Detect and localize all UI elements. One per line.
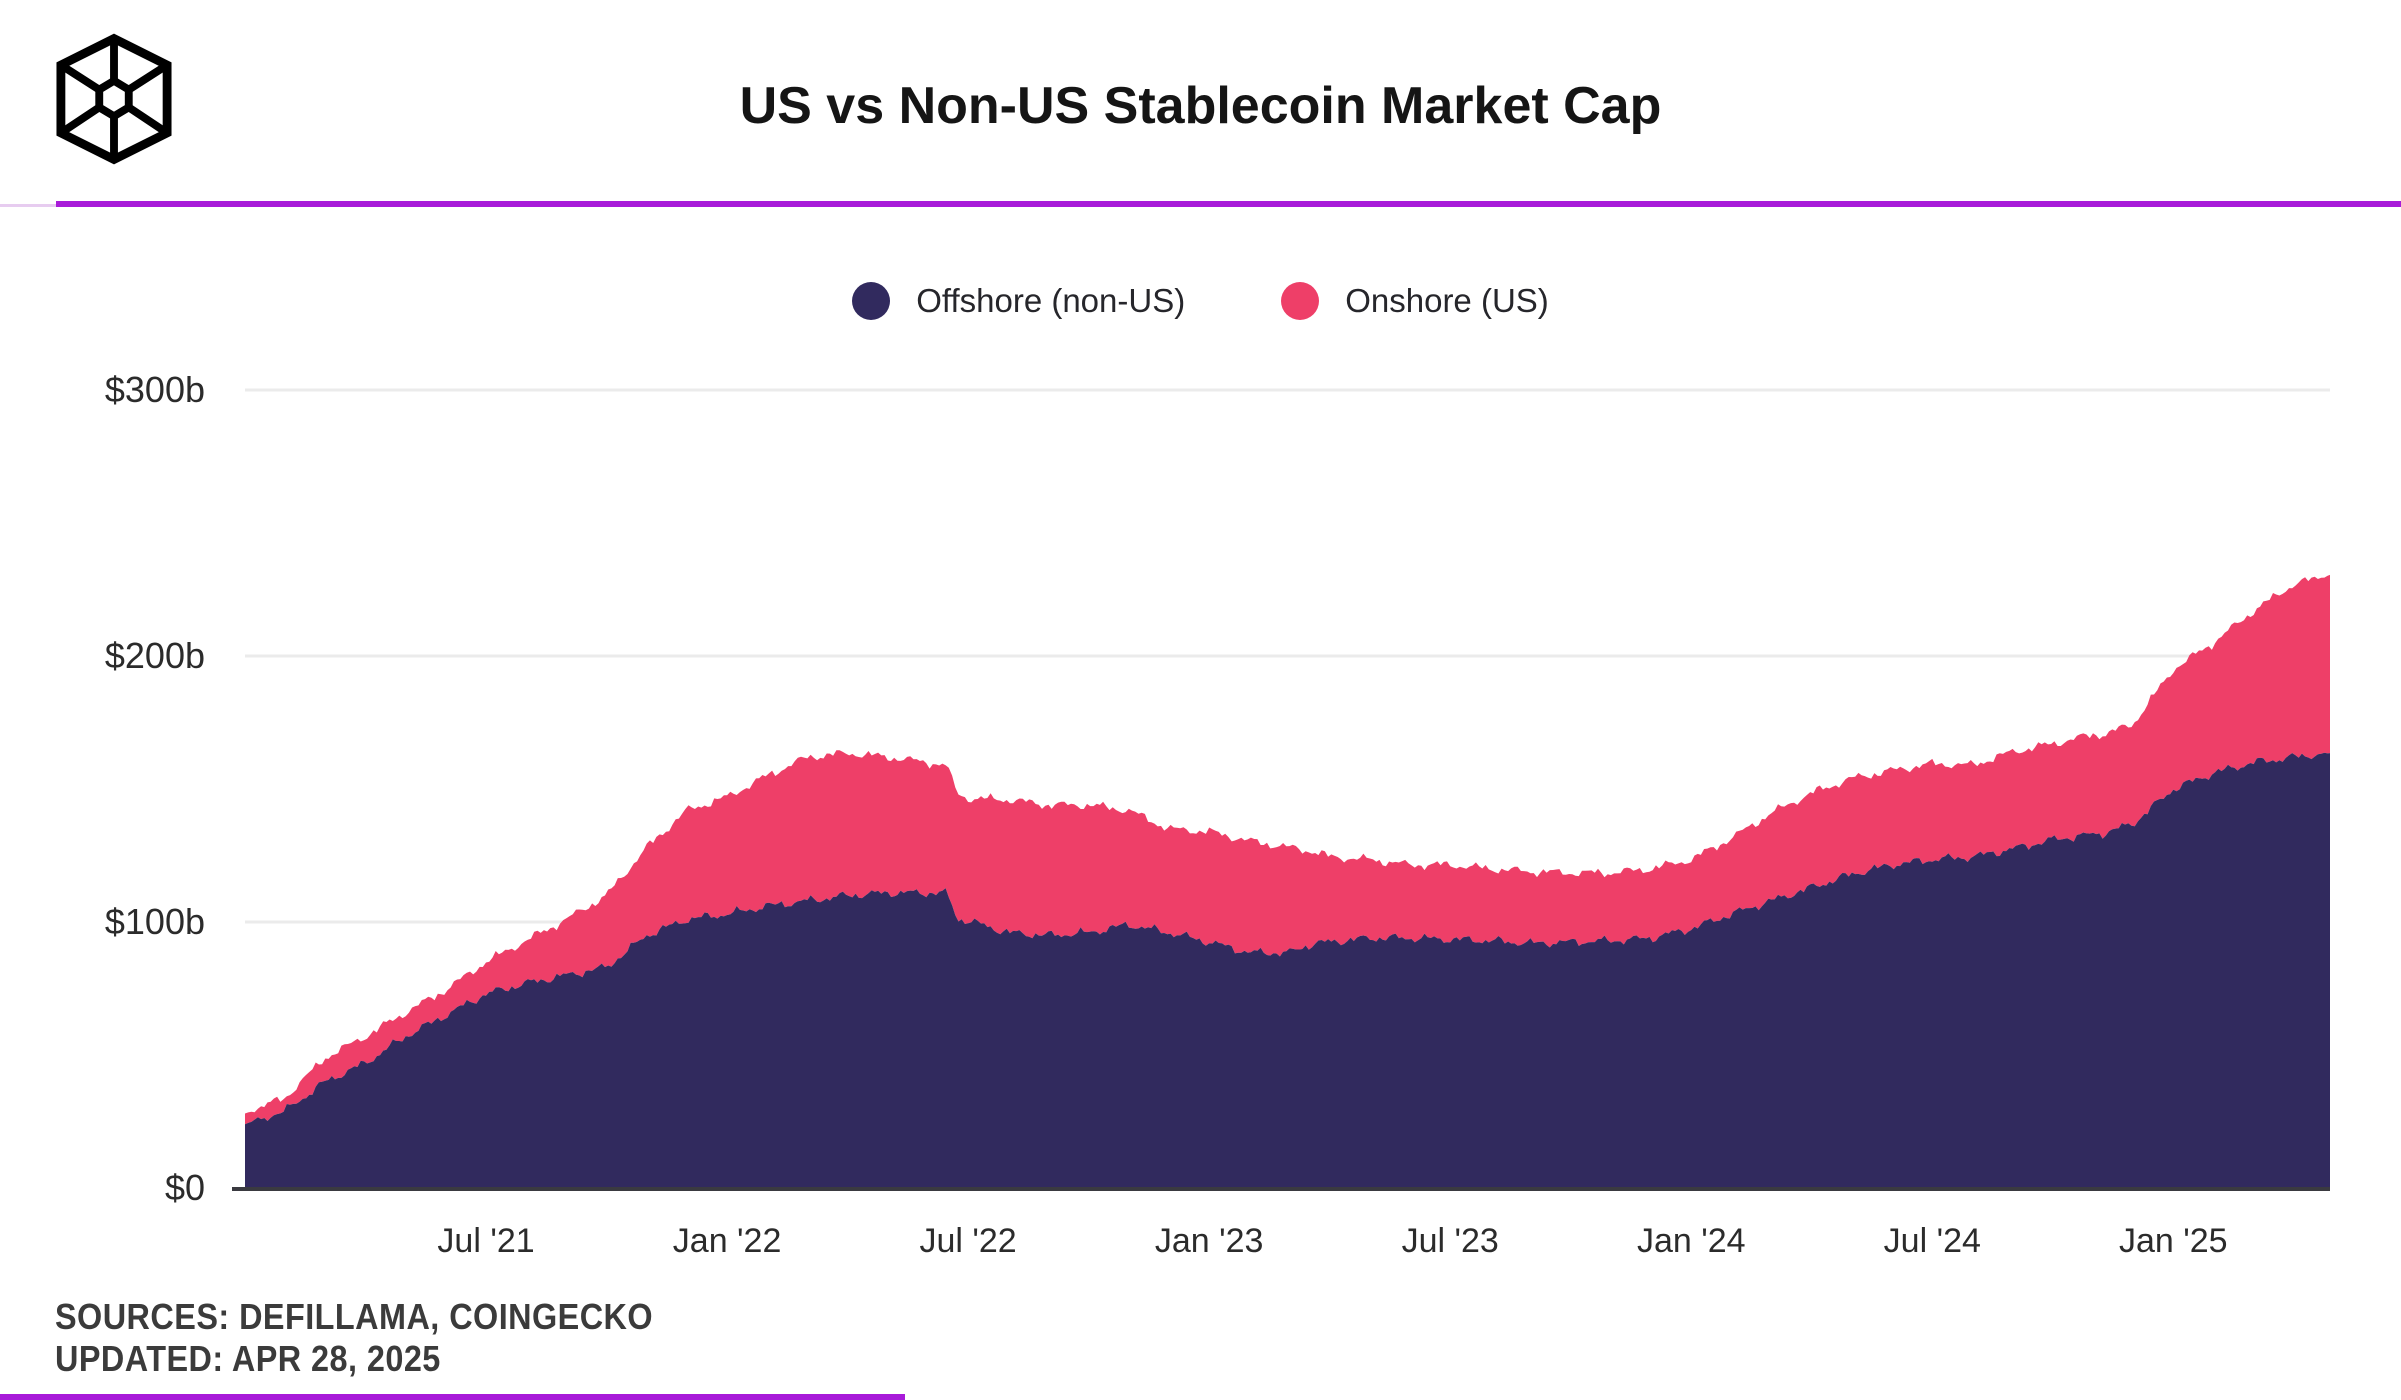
cube-wireframe-logo — [56, 33, 172, 165]
legend-item-offshore: Offshore (non-US) — [852, 282, 1185, 320]
x-axis-label: Jan '22 — [672, 1222, 782, 1260]
chart-footer: SOURCES: DEFILLAMA, COINGECKO UPDATED: A… — [55, 1296, 653, 1380]
gridline — [245, 654, 2330, 658]
x-axis-label: Jul '22 — [919, 1222, 1017, 1260]
y-axis-label: $300b — [104, 369, 205, 410]
x-axis-label: Jan '25 — [2119, 1222, 2228, 1260]
y-axis-label: $0 — [164, 1167, 205, 1208]
y-axis-label: $100b — [104, 901, 205, 942]
sources-line: SOURCES: DEFILLAMA, COINGECKO — [55, 1296, 654, 1337]
gridline — [245, 388, 2330, 392]
offshore-legend-dot-icon — [852, 282, 891, 320]
y-axis-label: $200b — [104, 635, 205, 676]
x-axis-label: Jul '23 — [1401, 1222, 1499, 1260]
onshore-area — [245, 574, 2330, 1125]
x-axis-baseline — [232, 1187, 2330, 1191]
onshore-legend-dot-icon — [1281, 282, 1320, 320]
x-axis-label: Jul '21 — [437, 1222, 535, 1260]
legend-label-onshore: Onshore (US) — [1345, 282, 1549, 319]
page-title: US vs Non-US Stablecoin Market Cap — [739, 77, 1662, 135]
x-axis-label: Jan '24 — [1636, 1222, 1746, 1260]
x-axis-label: Jul '24 — [1883, 1222, 1981, 1260]
offshore-area — [245, 752, 2330, 1188]
legend-label-offshore: Offshore (non-US) — [916, 282, 1186, 319]
legend-item-onshore: Onshore (US) — [1281, 282, 1549, 320]
x-axis-label: Jan '23 — [1154, 1222, 1264, 1260]
title-divider — [56, 201, 2401, 207]
title-divider-stub — [0, 204, 56, 207]
chart-legend: Offshore (non-US) Onshore (US) — [0, 282, 2401, 320]
bottom-accent-bar — [0, 1394, 905, 1400]
updated-line: UPDATED: APR 28, 2025 — [55, 1338, 441, 1379]
